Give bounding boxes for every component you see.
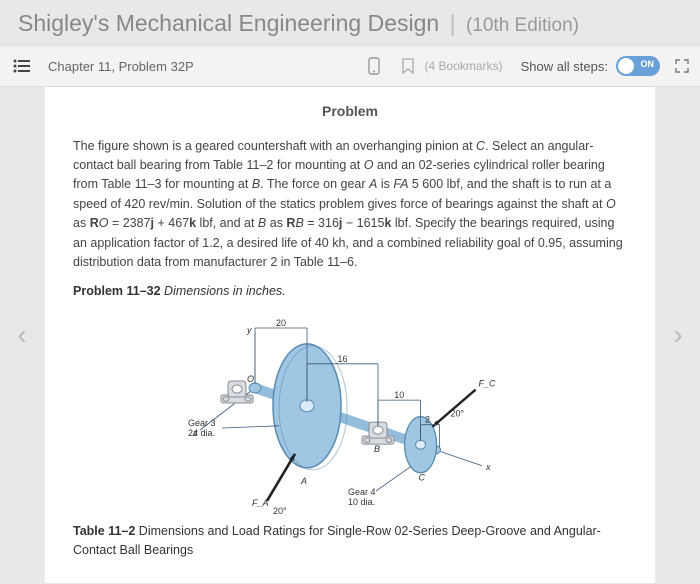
svg-text:2: 2: [425, 414, 430, 424]
table-caption-tail: Dimensions and Load Ratings for Single-R…: [73, 524, 601, 557]
svg-text:20: 20: [276, 318, 286, 328]
book-header: Shigley's Mechanical Engineering Design …: [0, 0, 700, 45]
book-edition: (10th Edition): [466, 15, 579, 36]
device-icon[interactable]: [365, 57, 383, 75]
svg-text:x: x: [485, 461, 491, 471]
chevron-right-icon: ›: [673, 319, 682, 351]
bookmarks-count: (4 Bookmarks): [425, 59, 503, 73]
svg-text:10: 10: [394, 390, 404, 400]
bookmark-icon[interactable]: [399, 57, 417, 75]
prev-button[interactable]: ‹: [0, 87, 44, 583]
svg-text:Gear 3: Gear 3: [188, 418, 216, 428]
problem-statement: The figure shown is a geared countershaf…: [73, 137, 627, 273]
toc-menu-icon[interactable]: [10, 54, 34, 78]
table-ref: Table 11–2: [73, 524, 135, 538]
svg-text:F_C: F_C: [479, 378, 497, 388]
chapter-label: Chapter 11, Problem 32P: [48, 59, 194, 74]
svg-text:C: C: [419, 472, 426, 482]
svg-text:Gear 4: Gear 4: [348, 487, 376, 497]
svg-text:y: y: [246, 325, 252, 335]
svg-text:20°: 20°: [273, 506, 287, 516]
caption-ref: Problem 11–32: [73, 284, 161, 298]
toggle-on-label: ON: [641, 59, 655, 69]
book-title: Shigley's Mechanical Engineering Design: [18, 10, 439, 36]
problem-page: Problem The figure shown is a geared cou…: [44, 87, 656, 583]
countershaft-figure: yzxF_AF_COABCGear 324 dia.Gear 410 dia.2…: [160, 308, 540, 518]
problem-body: The figure shown is a geared countershaf…: [73, 137, 627, 302]
svg-text:16: 16: [338, 354, 348, 364]
caption-tail: Dimensions in inches.: [161, 284, 286, 298]
fullscreen-icon[interactable]: [674, 58, 690, 74]
svg-text:O: O: [247, 374, 254, 384]
svg-text:A: A: [300, 476, 307, 486]
next-button[interactable]: ›: [656, 87, 700, 583]
svg-text:10 dia.: 10 dia.: [348, 497, 375, 507]
svg-text:24 dia.: 24 dia.: [188, 428, 215, 438]
table-caption: Table 11–2 Dimensions and Load Ratings f…: [73, 522, 627, 561]
chevron-left-icon: ‹: [17, 319, 26, 351]
content-area: ‹ Problem The figure shown is a geared c…: [0, 87, 700, 583]
svg-text:B: B: [374, 444, 380, 454]
svg-text:20°: 20°: [451, 408, 465, 418]
svg-text:F_A: F_A: [252, 498, 269, 508]
problem-figure-caption: Problem 11–32 Dimensions in inches.: [73, 282, 627, 301]
problem-heading: Problem: [73, 101, 627, 123]
title-divider: |: [446, 10, 460, 36]
toggle-knob: [618, 58, 634, 74]
show-steps-toggle[interactable]: ON: [616, 56, 660, 76]
toolbar: Chapter 11, Problem 32P (4 Bookmarks) Sh…: [0, 45, 700, 87]
show-steps-label: Show all steps:: [521, 59, 608, 74]
